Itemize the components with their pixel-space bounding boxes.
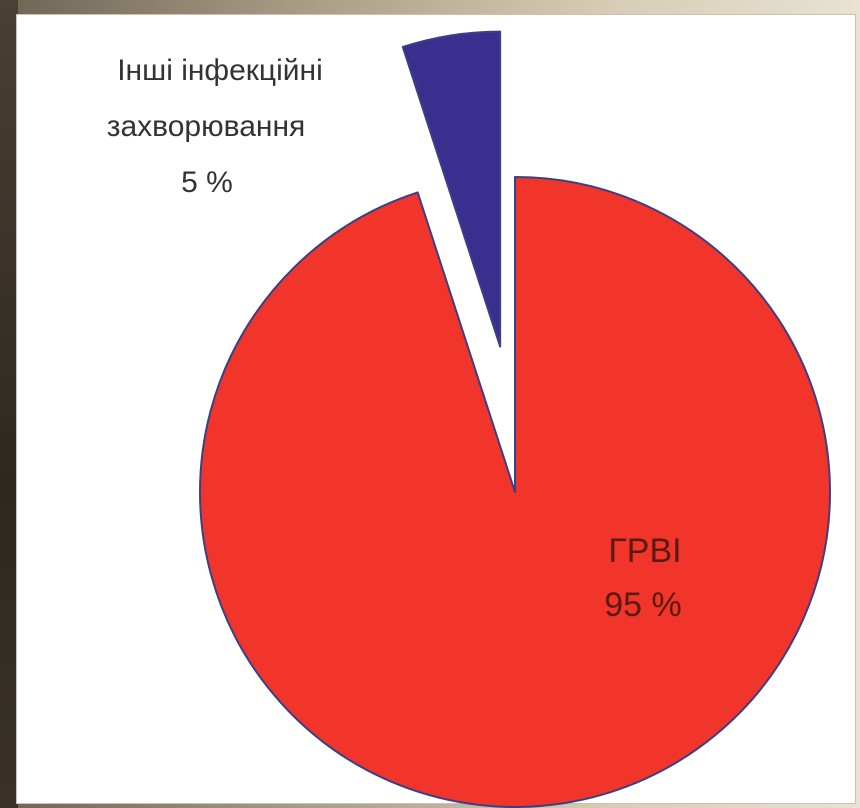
slice-value-grvi: 95 % — [604, 586, 682, 624]
pie-slice-other-infections — [401, 30, 502, 348]
slice-label-other-line2: захворювання — [107, 110, 306, 143]
slide-left-edge — [0, 0, 18, 808]
slice-label-grvi: ГРВІ — [608, 532, 681, 570]
slice-value-other: 5 % — [181, 166, 233, 199]
slice-label-other-line1: Інші інфекційні — [117, 54, 323, 87]
pie-slices — [199, 30, 831, 808]
pie-slice-grvi — [199, 176, 831, 808]
